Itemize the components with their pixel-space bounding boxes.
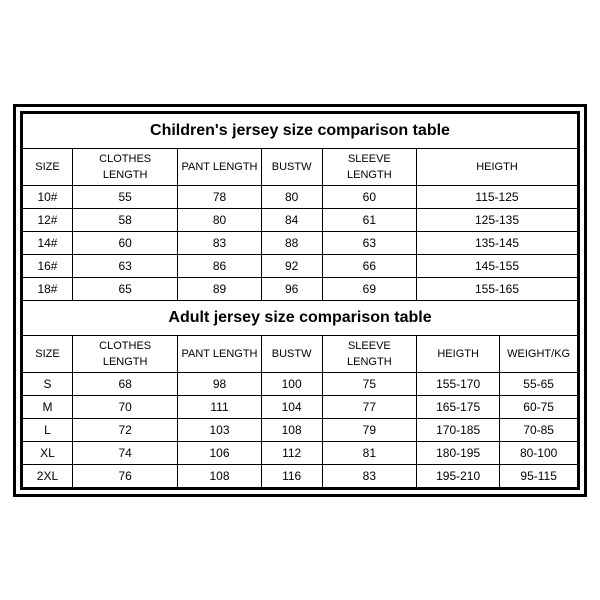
cell: 66 (322, 254, 416, 277)
cell: 65 (72, 277, 177, 300)
cell: 68 (72, 372, 177, 395)
cell: 88 (261, 231, 322, 254)
cell: 135-145 (417, 231, 578, 254)
table-row: 12# 58 80 84 61 125-135 (23, 208, 578, 231)
cell: 170-185 (417, 418, 500, 441)
cell: S (23, 372, 73, 395)
cell: 2XL (23, 464, 73, 487)
adult-title-row: Adult jersey size comparison table (23, 300, 578, 335)
table-row: XL 74 106 112 81 180-195 80-100 (23, 441, 578, 464)
col-header: WEIGHT/KG (500, 335, 578, 372)
cell: 84 (261, 208, 322, 231)
cell: 78 (178, 185, 261, 208)
cell: 60-75 (500, 395, 578, 418)
cell: 180-195 (417, 441, 500, 464)
cell: 125-135 (417, 208, 578, 231)
table-row: 2XL 76 108 116 83 195-210 95-115 (23, 464, 578, 487)
cell: 63 (72, 254, 177, 277)
table-row: 18# 65 89 96 69 155-165 (23, 277, 578, 300)
children-title-row: Children's jersey size comparison table (23, 113, 578, 148)
col-header: PANT LENGTH (178, 148, 261, 185)
col-header: SIZE (23, 335, 73, 372)
cell: 63 (322, 231, 416, 254)
cell: 108 (178, 464, 261, 487)
col-header: SIZE (23, 148, 73, 185)
inner-frame: Children's jersey size comparison table … (20, 111, 580, 490)
children-title: Children's jersey size comparison table (23, 113, 578, 148)
cell: 89 (178, 277, 261, 300)
cell: 61 (322, 208, 416, 231)
cell: 16# (23, 254, 73, 277)
cell: 83 (178, 231, 261, 254)
cell: 80 (261, 185, 322, 208)
cell: 81 (322, 441, 416, 464)
col-header: CLOTHES LENGTH (72, 335, 177, 372)
cell: 100 (261, 372, 322, 395)
cell: 145-155 (417, 254, 578, 277)
cell: 165-175 (417, 395, 500, 418)
cell: M (23, 395, 73, 418)
cell: 108 (261, 418, 322, 441)
cell: 96 (261, 277, 322, 300)
cell: 155-165 (417, 277, 578, 300)
col-header: HEIGTH (417, 335, 500, 372)
cell: 12# (23, 208, 73, 231)
outer-frame: Children's jersey size comparison table … (13, 104, 587, 497)
table-row: S 68 98 100 75 155-170 55-65 (23, 372, 578, 395)
cell: XL (23, 441, 73, 464)
cell: 72 (72, 418, 177, 441)
cell: L (23, 418, 73, 441)
cell: 80 (178, 208, 261, 231)
cell: 86 (178, 254, 261, 277)
cell: 83 (322, 464, 416, 487)
cell: 115-125 (417, 185, 578, 208)
cell: 80-100 (500, 441, 578, 464)
adult-header-row: SIZE CLOTHES LENGTH PANT LENGTH BUSTW SL… (23, 335, 578, 372)
adult-title: Adult jersey size comparison table (23, 300, 578, 335)
cell: 103 (178, 418, 261, 441)
cell: 18# (23, 277, 73, 300)
cell: 60 (72, 231, 177, 254)
col-header: SLEEVE LENGTH (322, 148, 416, 185)
cell: 104 (261, 395, 322, 418)
cell: 70 (72, 395, 177, 418)
table-row: 10# 55 78 80 60 115-125 (23, 185, 578, 208)
cell: 106 (178, 441, 261, 464)
table-row: 16# 63 86 92 66 145-155 (23, 254, 578, 277)
col-header: SLEEVE LENGTH (322, 335, 416, 372)
cell: 70-85 (500, 418, 578, 441)
cell: 195-210 (417, 464, 500, 487)
cell: 60 (322, 185, 416, 208)
cell: 155-170 (417, 372, 500, 395)
cell: 112 (261, 441, 322, 464)
cell: 77 (322, 395, 416, 418)
cell: 76 (72, 464, 177, 487)
table-row: 14# 60 83 88 63 135-145 (23, 231, 578, 254)
cell: 79 (322, 418, 416, 441)
cell: 92 (261, 254, 322, 277)
table-row: L 72 103 108 79 170-185 70-85 (23, 418, 578, 441)
size-comparison-table: Children's jersey size comparison table … (22, 113, 578, 488)
cell: 58 (72, 208, 177, 231)
cell: 98 (178, 372, 261, 395)
cell: 74 (72, 441, 177, 464)
cell: 14# (23, 231, 73, 254)
cell: 111 (178, 395, 261, 418)
cell: 69 (322, 277, 416, 300)
cell: 55-65 (500, 372, 578, 395)
col-header: PANT LENGTH (178, 335, 261, 372)
cell: 55 (72, 185, 177, 208)
col-header: BUSTW (261, 148, 322, 185)
col-header: HEIGTH (417, 148, 578, 185)
cell: 116 (261, 464, 322, 487)
cell: 95-115 (500, 464, 578, 487)
col-header: CLOTHES LENGTH (72, 148, 177, 185)
children-header-row: SIZE CLOTHES LENGTH PANT LENGTH BUSTW SL… (23, 148, 578, 185)
cell: 10# (23, 185, 73, 208)
table-row: M 70 111 104 77 165-175 60-75 (23, 395, 578, 418)
cell: 75 (322, 372, 416, 395)
col-header: BUSTW (261, 335, 322, 372)
